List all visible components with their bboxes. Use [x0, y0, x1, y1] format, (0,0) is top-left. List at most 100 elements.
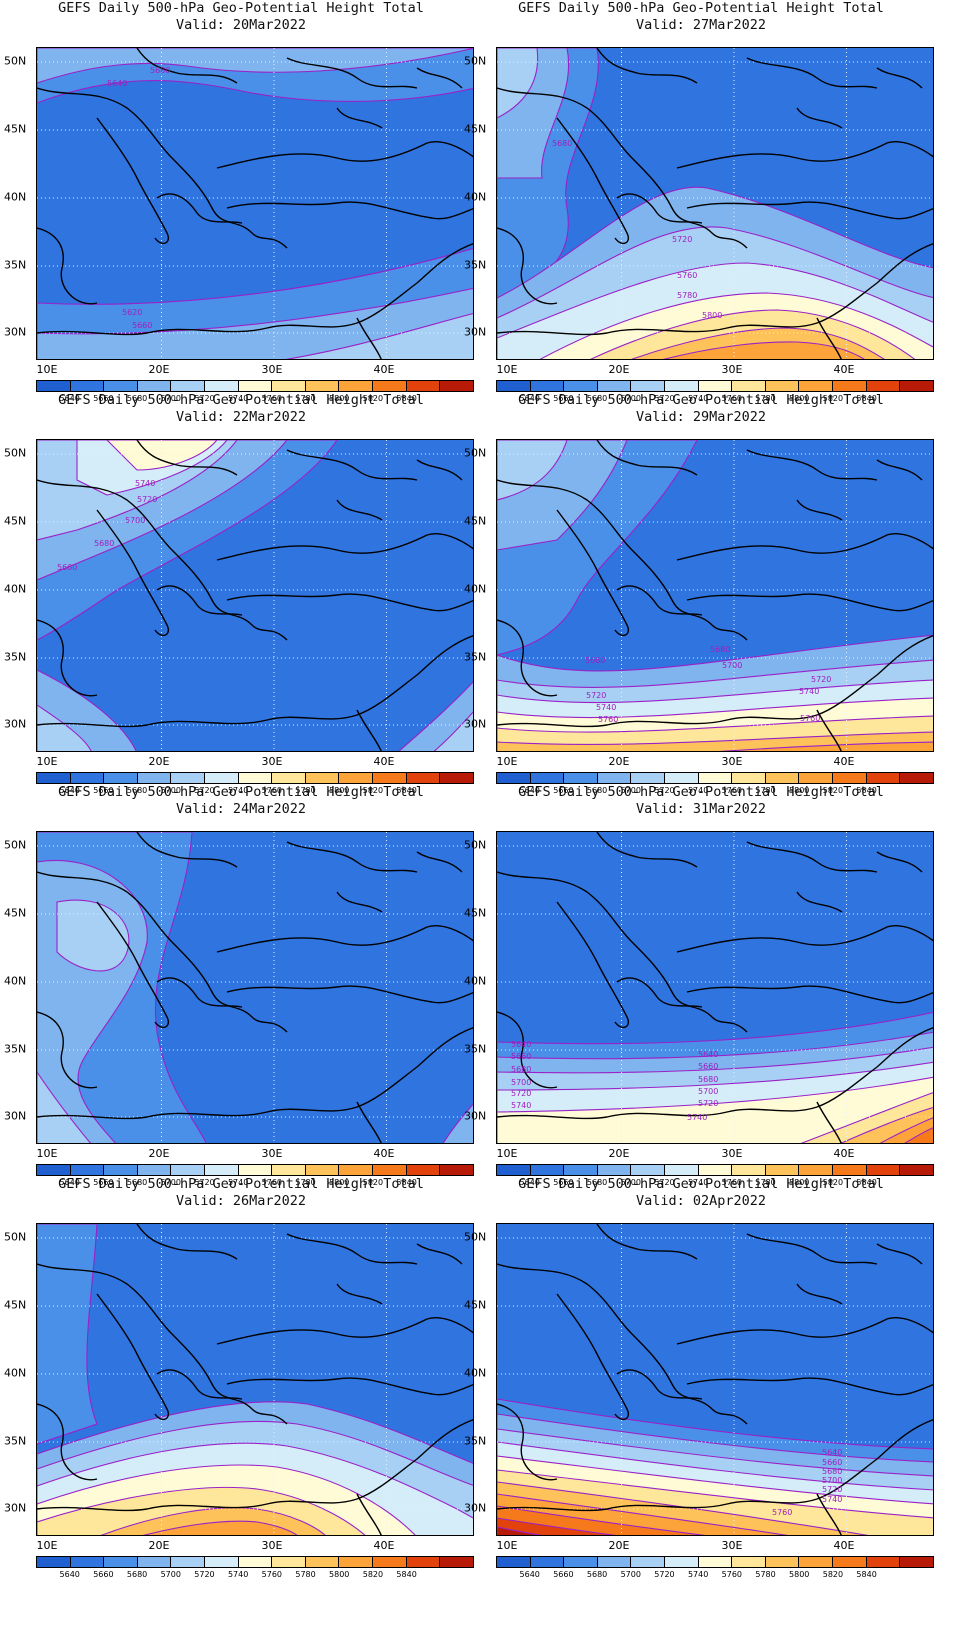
colorbar-swatch: [530, 773, 565, 783]
colorbar-swatch: [238, 1557, 273, 1567]
coastline: [746, 841, 878, 873]
colorbar-swatch: [564, 381, 598, 391]
coastline: [216, 141, 473, 169]
contour-label: 5680: [698, 1075, 718, 1084]
coastline: [37, 227, 98, 305]
longitude-label: 10E: [496, 1539, 518, 1552]
longitude-label: 30E: [261, 1539, 283, 1552]
height-field-map: 5740 5720 5700 5680 5660: [36, 439, 474, 752]
colorbar-label: 5640: [59, 394, 80, 403]
colorbar-swatch: [104, 381, 138, 391]
longitude-label: 30E: [261, 1147, 283, 1160]
colorbar-label: 5680: [586, 1178, 608, 1187]
coastline: [686, 1377, 933, 1396]
coastline: [796, 891, 843, 913]
colorbar-swatch: [171, 381, 206, 391]
colorbar-swatch: [833, 1165, 867, 1175]
colorbar-swatch: [406, 1557, 441, 1567]
panel-title-line: GEFS Daily 500-hPa Geo-Potential Height …: [58, 784, 424, 800]
longitude-label: 40E: [373, 755, 395, 768]
coastline: [616, 1369, 703, 1400]
colorbar-swatch: [339, 1557, 374, 1567]
colorbar-label: 5660: [553, 1570, 574, 1579]
colorbar-label: 5720: [194, 394, 215, 403]
colorbar-swatch: [272, 773, 306, 783]
colorbar-swatch: [564, 773, 598, 783]
colorbar-swatch: [631, 381, 666, 391]
colorbar-label: 5840: [856, 786, 877, 795]
colorbar-label: 5740: [227, 394, 249, 403]
colorbar-swatch: [37, 1165, 71, 1175]
colorbar-label: 5820: [822, 394, 844, 403]
latitude-label: 50N: [4, 1230, 27, 1244]
colorbar-swatch: [171, 1557, 206, 1567]
colorbar-label: 5680: [126, 394, 148, 403]
longitude-label: 10E: [36, 1147, 58, 1160]
panel-valid-date: Valid: 20Mar2022: [175, 17, 307, 33]
colorbar-label: 5700: [620, 1570, 641, 1579]
contour-band: [662, 341, 865, 359]
colorbar-label: 5720: [654, 394, 675, 403]
colorbar-swatch: [833, 773, 867, 783]
colorbar-label: 5840: [856, 1178, 877, 1187]
coastline: [96, 1293, 169, 1421]
colorbar: [36, 1164, 474, 1176]
contour-label: 5700: [698, 1087, 718, 1096]
colorbar-swatch: [104, 1165, 138, 1175]
coastline: [497, 1419, 933, 1512]
colorbar-label: 5800: [789, 786, 810, 795]
colorbar-swatch: [205, 381, 239, 391]
map-panel: GEFS Daily 500-hPa Geo-Potential Height …: [0, 784, 482, 1194]
colorbar-swatch: [440, 1557, 473, 1567]
colorbar-swatch: [530, 381, 565, 391]
contour-label: 5620: [122, 308, 142, 317]
latitude-label: 50N: [4, 54, 27, 68]
contour-band: [106, 440, 218, 471]
contour-band: [285, 312, 473, 359]
coastline: [876, 67, 923, 89]
longitude-label: 20E: [608, 1539, 630, 1552]
coastline: [816, 317, 842, 359]
longitude-label: 20E: [148, 1539, 170, 1552]
height-field-map: 5680 5720 5760 5780 5800: [496, 47, 934, 360]
colorbar-label: 5660: [93, 786, 114, 795]
colorbar-label: 5800: [789, 394, 810, 403]
longitude-label: 40E: [833, 1539, 855, 1552]
latitude-label: 40N: [4, 582, 27, 596]
colorbar-label: 5680: [586, 786, 608, 795]
latitude-label: 50N: [464, 446, 487, 460]
panel-valid-date: Valid: 27Mar2022: [635, 17, 767, 33]
coastline: [796, 1283, 843, 1305]
colorbar-swatch: [171, 773, 206, 783]
colorbar-swatch: [70, 1557, 105, 1567]
colorbar-label: 5840: [856, 394, 877, 403]
contour-band: [904, 1127, 933, 1143]
colorbar-swatch: [373, 1165, 407, 1175]
coastline: [497, 227, 558, 305]
colorbar-swatch: [866, 1557, 901, 1567]
coastline: [156, 585, 243, 616]
colorbar-swatch: [137, 773, 172, 783]
colorbar-swatch: [205, 1165, 239, 1175]
colorbar-swatch: [900, 773, 933, 783]
colorbar-label: 5700: [620, 394, 641, 403]
colorbar-swatch: [799, 1557, 834, 1567]
panel-title: GEFS Daily 500-hPa Geo-Potential Height …: [460, 1176, 942, 1210]
contour-label: 5720: [698, 1099, 718, 1108]
latitude-label: 45N: [4, 122, 27, 136]
colorbar-swatch: [900, 1557, 933, 1567]
contour-band: [497, 48, 539, 119]
longitude-label: 20E: [608, 755, 630, 768]
colorbar-swatch: [272, 1557, 306, 1567]
colorbar-label: 5680: [586, 1570, 608, 1579]
colorbar-swatch: [866, 1165, 901, 1175]
latitude-label: 40N: [4, 974, 27, 988]
latitude-label: 35N: [464, 650, 487, 664]
coastline: [497, 1263, 748, 1425]
latitude-label: 35N: [464, 1042, 487, 1056]
latitude-label: 40N: [464, 582, 487, 596]
coastline: [416, 851, 463, 873]
colorbar-swatch: [373, 773, 407, 783]
contour-label: 5640: [511, 1040, 531, 1049]
coastline: [746, 1233, 878, 1265]
